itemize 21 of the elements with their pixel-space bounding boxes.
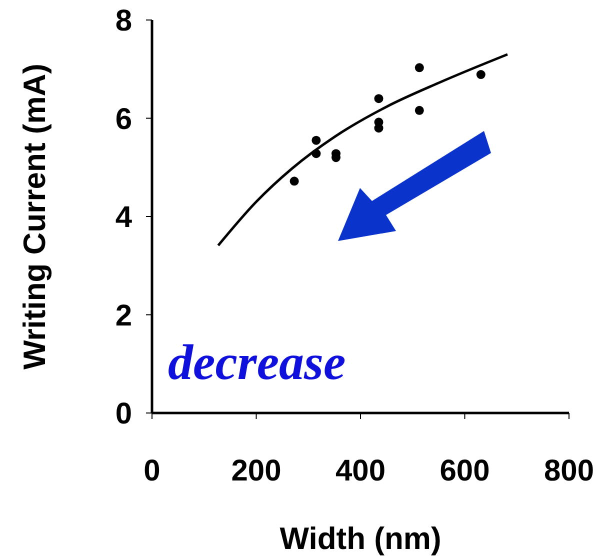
point	[290, 176, 299, 186]
x-tick-label: 400	[335, 454, 386, 488]
y-tick-label: 2	[115, 299, 132, 332]
point	[312, 136, 321, 145]
point	[312, 149, 321, 158]
y-axis-title: Writing Current (mA)	[17, 64, 52, 370]
x-tick-label: 600	[440, 454, 490, 488]
y-tick-label: 8	[115, 4, 132, 38]
x-tick-label: 0	[144, 454, 160, 488]
point	[414, 106, 424, 115]
x-axis-title: Width (nm)	[280, 521, 442, 556]
x-tick-label: 200	[231, 454, 282, 488]
annotation: decrease	[168, 333, 346, 391]
y-tick-label: 4	[115, 201, 132, 234]
x-tick-label: 800	[544, 454, 594, 488]
point	[414, 63, 424, 72]
point	[476, 70, 486, 80]
line-series	[216, 53, 509, 247]
y-tick-label: 0	[115, 398, 132, 431]
point	[374, 94, 384, 104]
y-tick-label: 6	[115, 102, 132, 136]
